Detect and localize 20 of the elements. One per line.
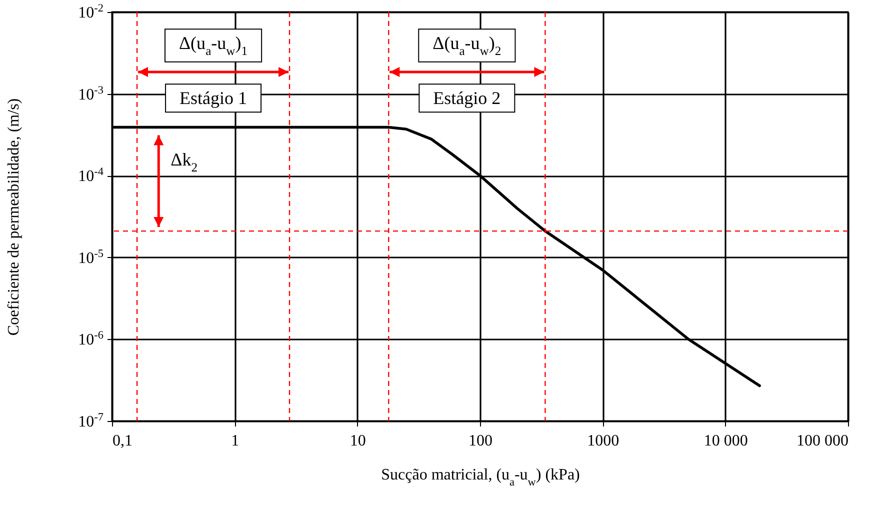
annotation: Δ(u$_{a}$-u$_{w}$)$_{2}$ bbox=[432, 33, 502, 58]
x-tick-label: 1000 bbox=[587, 432, 620, 450]
annotation: Estágio 2 bbox=[433, 88, 501, 108]
y-tick-label: 10$^{-2}$ bbox=[78, 2, 104, 22]
y-tick-label: 10$^{-4}$ bbox=[78, 166, 104, 186]
x-tick-label: 0,1 bbox=[112, 432, 132, 450]
x-axis-title: Sucção matricial, (u$_{a}$-u$_{w}$) (kPa) bbox=[381, 466, 580, 488]
x-tick-label: 100 bbox=[468, 432, 492, 450]
y-tick-label: 10$^{-3}$ bbox=[78, 84, 104, 104]
y-tick-label: 10$^{-7}$ bbox=[78, 412, 104, 430]
x-tick-label: 1 bbox=[231, 432, 240, 450]
y-tick-label: 10$^{-5}$ bbox=[78, 248, 104, 267]
annotation: Δk$_{2}$ bbox=[170, 149, 198, 174]
x-tick-label: 10 bbox=[350, 432, 366, 450]
annotation: Estágio 1 bbox=[180, 88, 248, 108]
annotation: Δ(u$_{a}$-u$_{w}$)$_{1}$ bbox=[178, 33, 248, 58]
x-tick-label: 100 000 bbox=[796, 432, 848, 450]
x-tick-label: 10 000 bbox=[704, 432, 748, 450]
y-axis-title: Coeficiente de permeabilidade, (m/s) bbox=[5, 98, 22, 336]
y-tick-label: 10$^{-6}$ bbox=[78, 330, 104, 349]
